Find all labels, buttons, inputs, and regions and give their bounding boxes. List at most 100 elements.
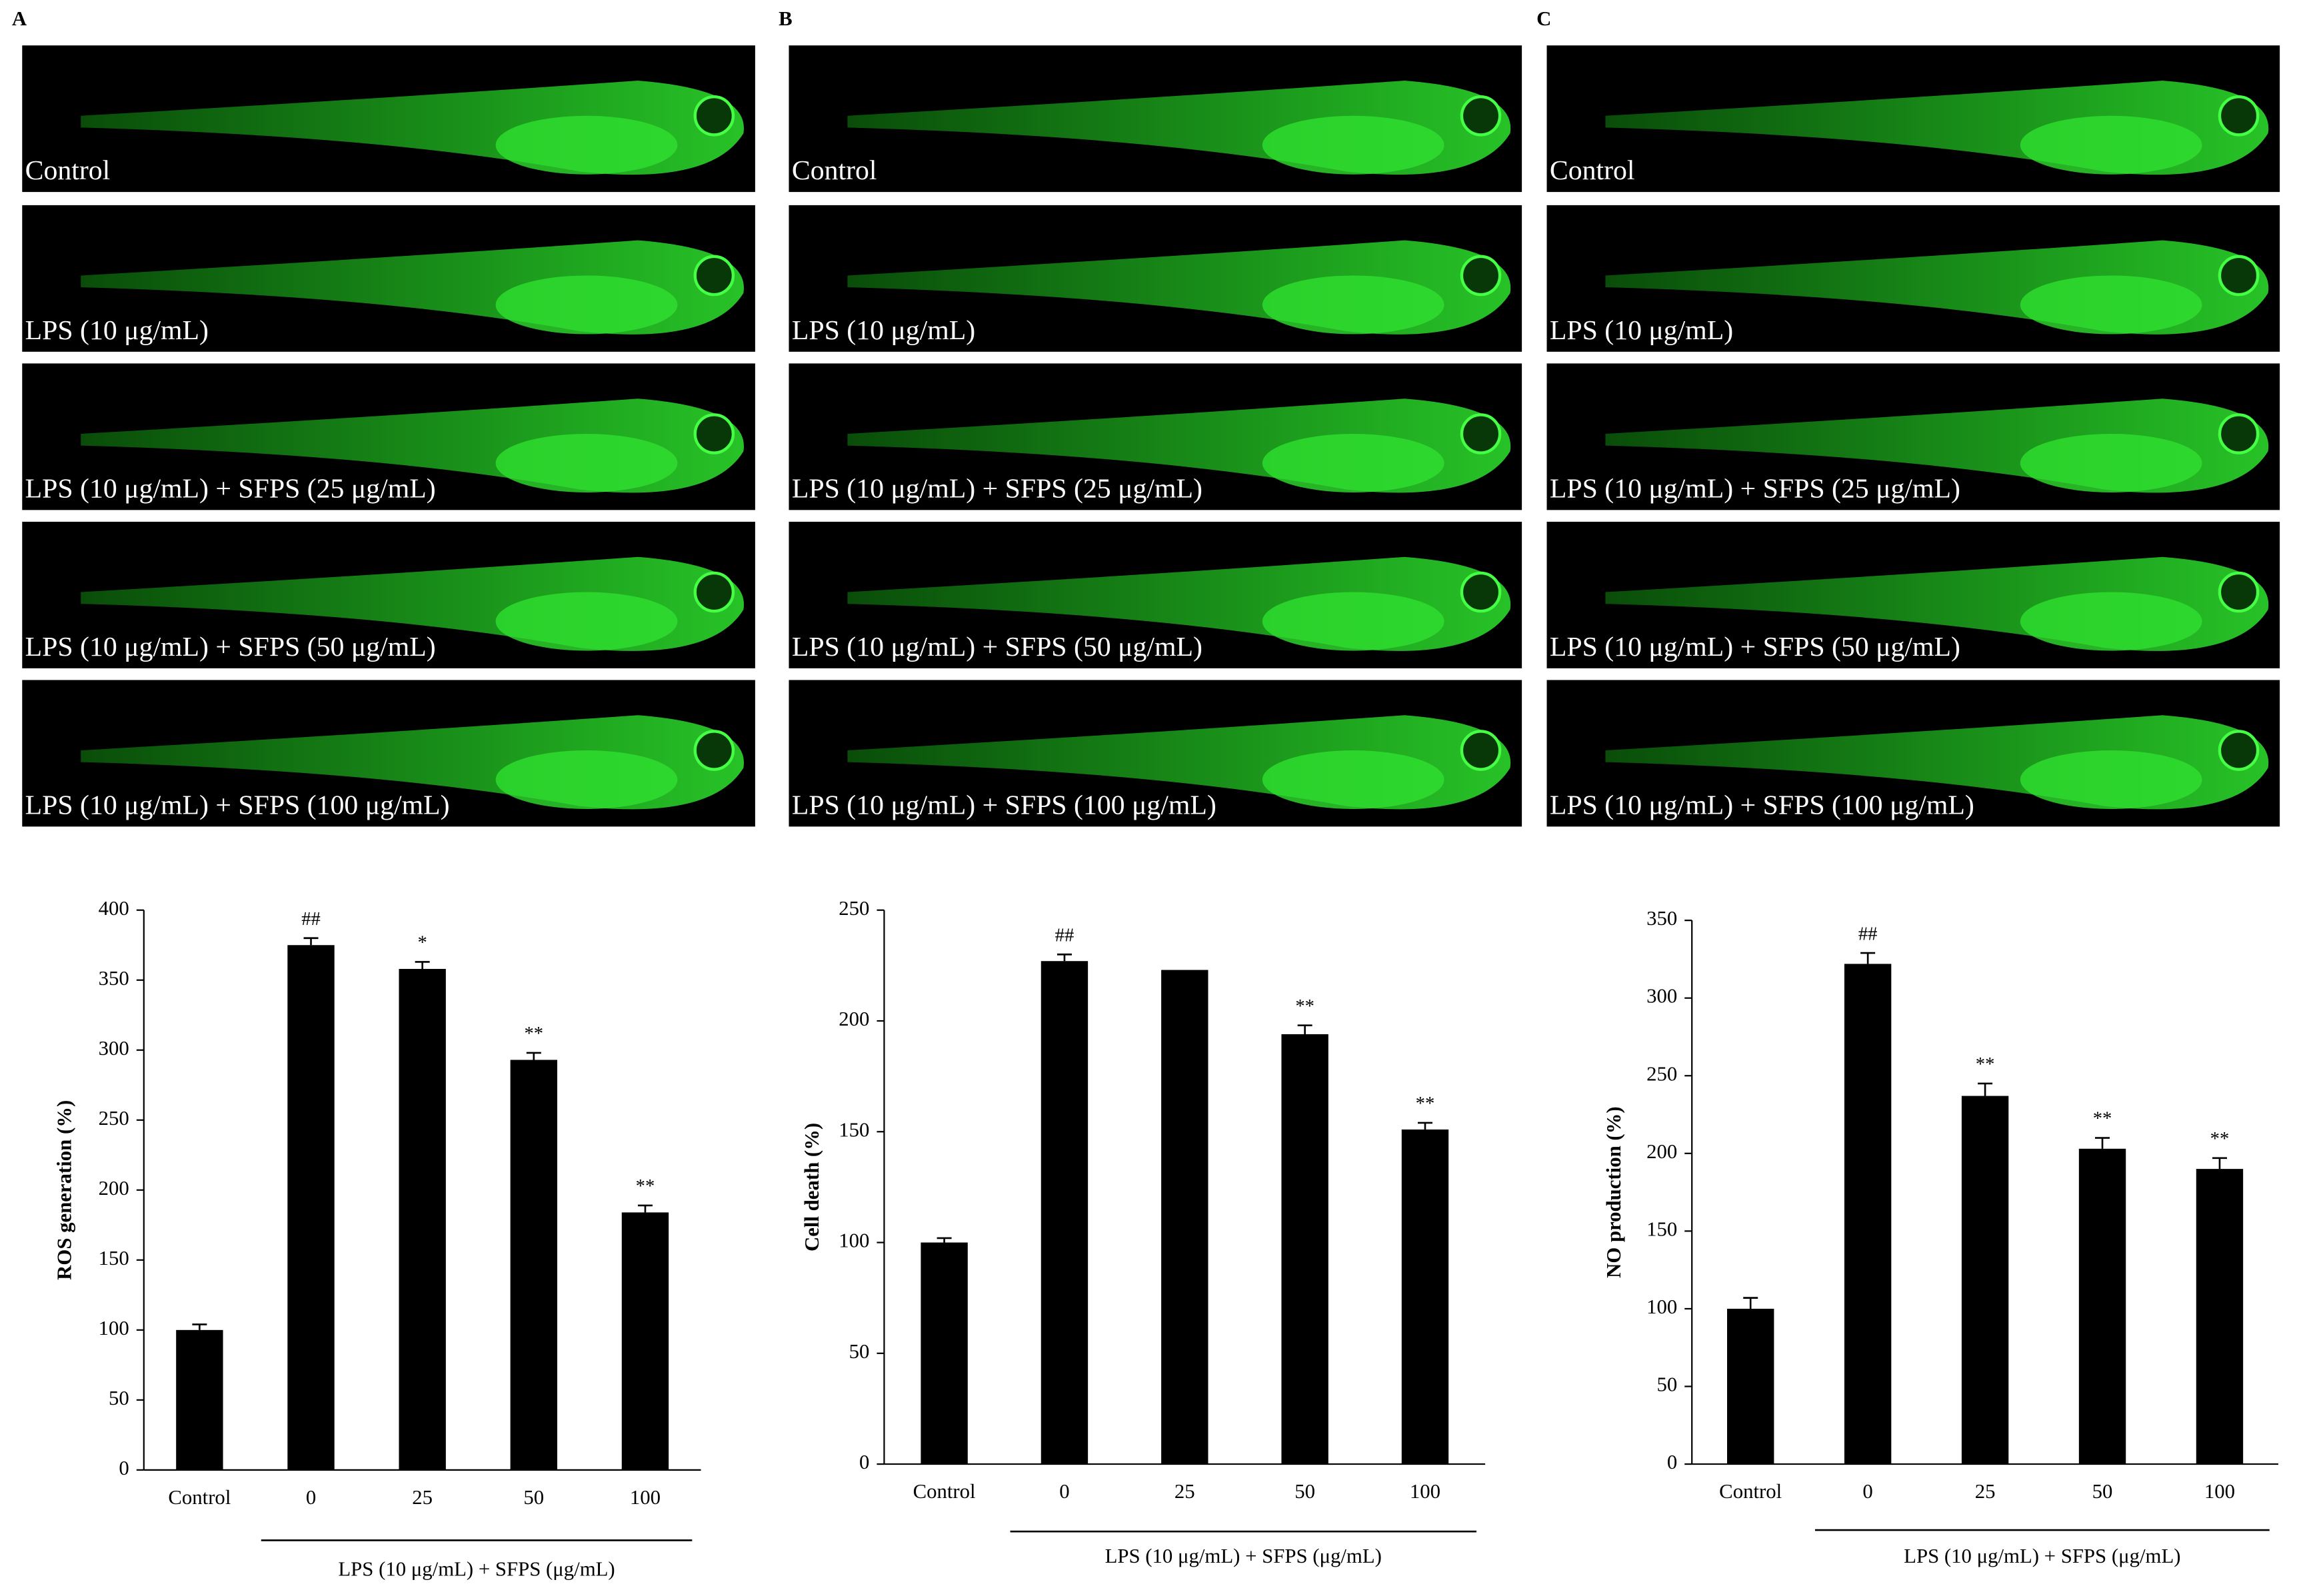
y-tick-label: 350 xyxy=(1646,907,1677,930)
image-caption: LPS (10 μg/mL) xyxy=(25,315,209,346)
fish-yolk xyxy=(495,115,678,175)
y-tick-label: 300 xyxy=(1646,985,1677,1008)
error-bar xyxy=(1057,953,1072,962)
image-caption: LPS (10 μg/mL) + SFPS (25 μg/mL) xyxy=(1550,473,1960,504)
x-tick-label: 25 xyxy=(1174,1480,1195,1503)
y-tick-label: 200 xyxy=(1646,1140,1677,1163)
fish-eye xyxy=(2218,730,2260,771)
bar xyxy=(1041,961,1089,1465)
fish-image xyxy=(1546,521,2280,668)
panel-label: C xyxy=(1536,7,1551,30)
fish-yolk xyxy=(1262,433,1444,492)
bar xyxy=(2196,1169,2244,1465)
image-caption: LPS (10 μg/mL) + SFPS (100 μg/mL) xyxy=(25,790,450,820)
image-caption: Control xyxy=(25,155,111,186)
x-tick-label: 50 xyxy=(523,1486,544,1509)
error-bar xyxy=(192,1323,207,1330)
fish-image xyxy=(22,680,755,827)
significance-mark: ** xyxy=(525,1024,544,1044)
significance-mark: ** xyxy=(636,1176,655,1197)
fish-image xyxy=(22,45,755,193)
fish-yolk xyxy=(1262,592,1444,651)
fish-image xyxy=(22,205,755,352)
x-tick-label: 50 xyxy=(2092,1480,2113,1503)
panel-label: B xyxy=(779,7,793,30)
x-tick-label: 50 xyxy=(1294,1480,1315,1503)
y-tick-label: 250 xyxy=(99,1107,129,1130)
fish-eye xyxy=(1460,255,1502,297)
x-tick-label: Control xyxy=(1719,1480,1782,1503)
x-tick-label: 0 xyxy=(1059,1480,1069,1503)
fish-yolk xyxy=(1262,750,1444,809)
error-bar xyxy=(1860,952,1876,964)
significance-mark: ## xyxy=(1055,925,1075,946)
fish-eye xyxy=(2218,255,2260,297)
bar xyxy=(1401,1129,1449,1465)
error-bar xyxy=(303,937,319,946)
image-caption: LPS (10 μg/mL) + SFPS (50 μg/mL) xyxy=(25,632,436,662)
image-caption: LPS (10 μg/mL) + SFPS (25 μg/mL) xyxy=(792,473,1202,504)
y-tick-label: 150 xyxy=(99,1247,129,1269)
fish-image xyxy=(1546,680,2280,827)
fish-yolk xyxy=(2020,750,2202,809)
image-caption: LPS (10 μg/mL) + SFPS (25 μg/mL) xyxy=(25,473,436,504)
fish-yolk xyxy=(2020,592,2202,651)
significance-mark: ## xyxy=(301,909,321,930)
x-tick-label: 0 xyxy=(306,1486,316,1509)
fish-image xyxy=(1546,205,2280,352)
fish-yolk xyxy=(2020,115,2202,175)
x-axis-label: LPS (10 μg/mL) + SFPS (μg/mL) xyxy=(338,1558,615,1581)
fish-eye xyxy=(2218,571,2260,613)
bar xyxy=(1281,1034,1328,1465)
error-bar xyxy=(1743,1297,1758,1309)
error-bar xyxy=(2095,1137,2110,1149)
bar xyxy=(2078,1148,2126,1465)
bar xyxy=(176,1329,223,1470)
fish-yolk xyxy=(495,433,678,492)
x-tick-label: 100 xyxy=(2204,1480,2235,1503)
x-tick-label: Control xyxy=(168,1486,231,1509)
fish-eye xyxy=(1460,571,1502,613)
bar xyxy=(1161,970,1208,1465)
fish-eye xyxy=(693,95,735,137)
y-tick-label: 150 xyxy=(839,1118,869,1141)
y-tick-label: 0 xyxy=(859,1451,869,1473)
x-axis-label: LPS (10 μg/mL) + SFPS (μg/mL) xyxy=(1105,1545,1382,1567)
bar xyxy=(621,1212,669,1470)
fish-image xyxy=(22,521,755,668)
fish-yolk xyxy=(2020,433,2202,492)
y-tick-label: 200 xyxy=(99,1177,129,1199)
fish-eye xyxy=(1460,95,1502,137)
significance-mark: ## xyxy=(1858,924,1878,944)
fish-yolk xyxy=(1262,275,1444,335)
y-tick-label: 50 xyxy=(1656,1373,1677,1396)
y-axis-label: ROS generation (%) xyxy=(53,1100,75,1280)
bar xyxy=(287,945,335,1470)
fish-yolk xyxy=(495,275,678,335)
image-caption: LPS (10 μg/mL) + SFPS (100 μg/mL) xyxy=(1550,790,1974,820)
error-bar xyxy=(637,1204,653,1213)
y-tick-label: 0 xyxy=(119,1457,129,1479)
fish-yolk xyxy=(1262,115,1444,175)
fish-eye xyxy=(693,571,735,613)
fish-image xyxy=(22,363,755,510)
fish-image xyxy=(1546,45,2280,193)
x-tick-label: 0 xyxy=(1862,1480,1872,1503)
image-caption: Control xyxy=(792,155,877,186)
y-tick-label: 300 xyxy=(99,1037,129,1060)
significance-mark: * xyxy=(418,933,427,954)
fish-eye xyxy=(1460,413,1502,454)
y-axis-label: NO production (%) xyxy=(1602,1106,1625,1278)
error-bar xyxy=(1417,1122,1432,1130)
fish-image xyxy=(1546,363,2280,510)
fish-eye xyxy=(2218,413,2260,454)
image-caption: LPS (10 μg/mL) + SFPS (100 μg/mL) xyxy=(792,790,1216,820)
y-tick-label: 100 xyxy=(99,1317,129,1339)
fish-image xyxy=(789,521,1522,668)
x-tick-label: 100 xyxy=(1410,1480,1440,1503)
image-caption: Control xyxy=(1550,155,1635,186)
error-bar xyxy=(526,1052,541,1060)
bar xyxy=(510,1060,557,1470)
error-bar xyxy=(415,961,430,969)
